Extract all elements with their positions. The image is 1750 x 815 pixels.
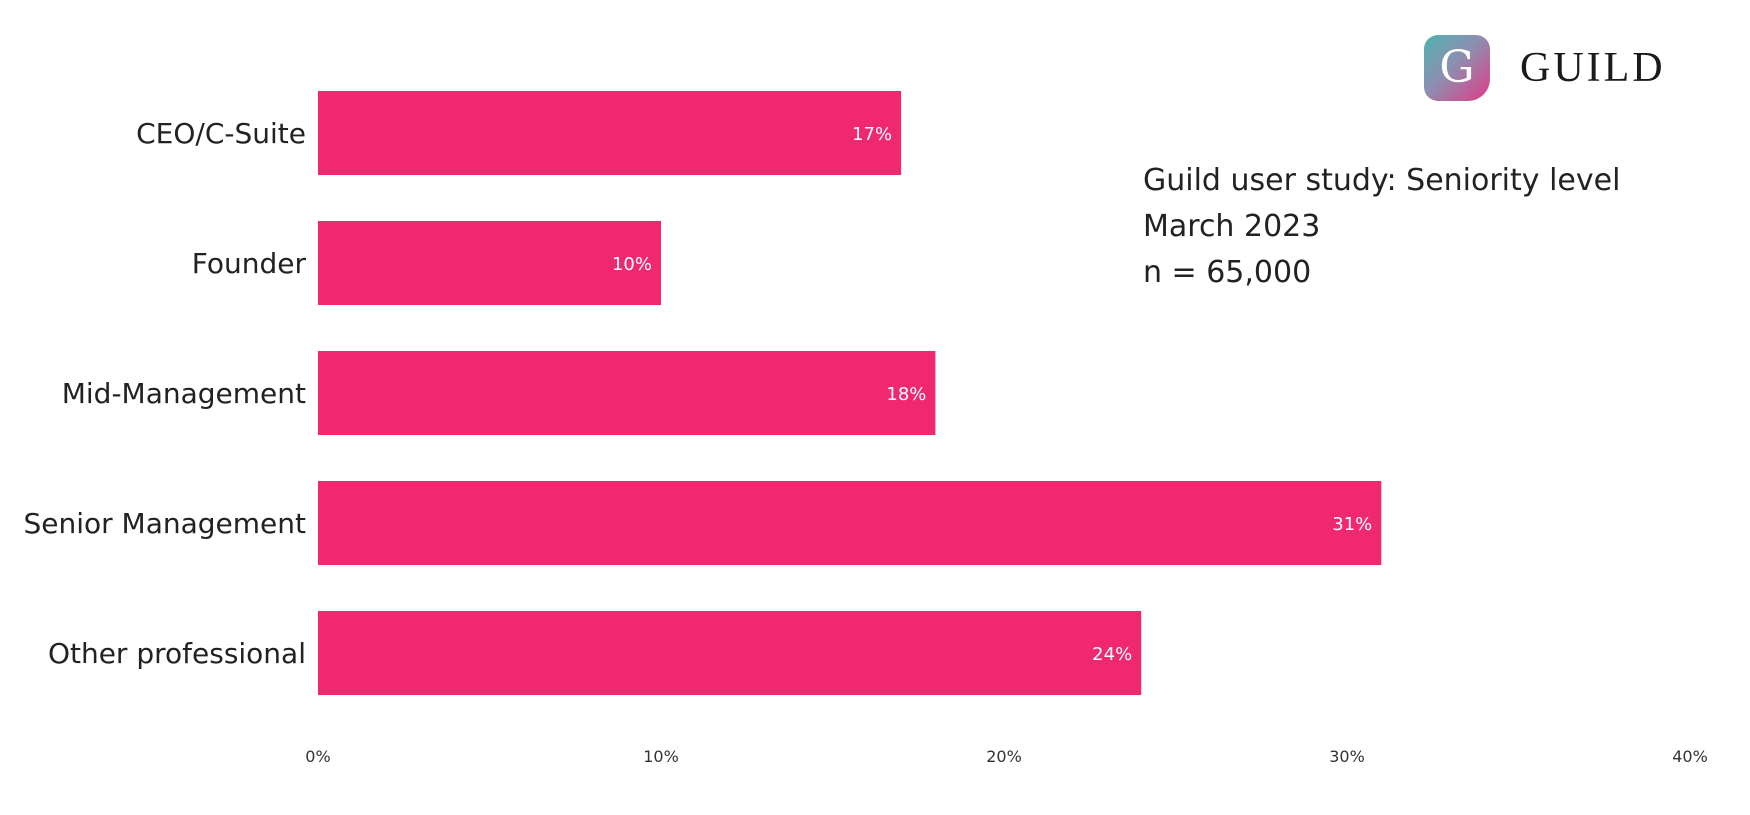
x-tick-label: 30% (1329, 747, 1365, 766)
bar (318, 221, 661, 305)
bar (318, 481, 1382, 565)
x-tick-label: 40% (1672, 747, 1708, 766)
x-tick-label: 0% (305, 747, 330, 766)
annotation-date: March 2023 (1143, 209, 1321, 244)
bar (318, 91, 902, 175)
category-label: Other professional (48, 637, 306, 670)
category-label: Senior Management (23, 507, 306, 540)
guild-logo: G GUILD (1424, 35, 1666, 101)
category-label: CEO/C-Suite (136, 117, 306, 150)
chart-annotation: Guild user study: Seniority level March … (1143, 158, 1620, 296)
bar (318, 351, 936, 435)
category-label: Mid-Management (62, 377, 306, 410)
bar (318, 611, 1142, 695)
bar-value-label: 10% (612, 254, 652, 275)
bar-value-label: 17% (852, 124, 892, 145)
category-label: Founder (192, 247, 307, 280)
x-tick-label: 20% (986, 747, 1022, 766)
x-tick-label: 10% (643, 747, 679, 766)
bar-value-label: 24% (1092, 644, 1132, 665)
annotation-sample-size: n = 65,000 (1143, 255, 1312, 290)
bar-value-label: 18% (886, 384, 926, 405)
guild-logo-wordmark: GUILD (1520, 45, 1666, 91)
annotation-study-title: Guild user study: Seniority level (1143, 163, 1621, 198)
bar-value-label: 31% (1332, 514, 1372, 535)
guild-logo-icon: G (1424, 35, 1490, 101)
